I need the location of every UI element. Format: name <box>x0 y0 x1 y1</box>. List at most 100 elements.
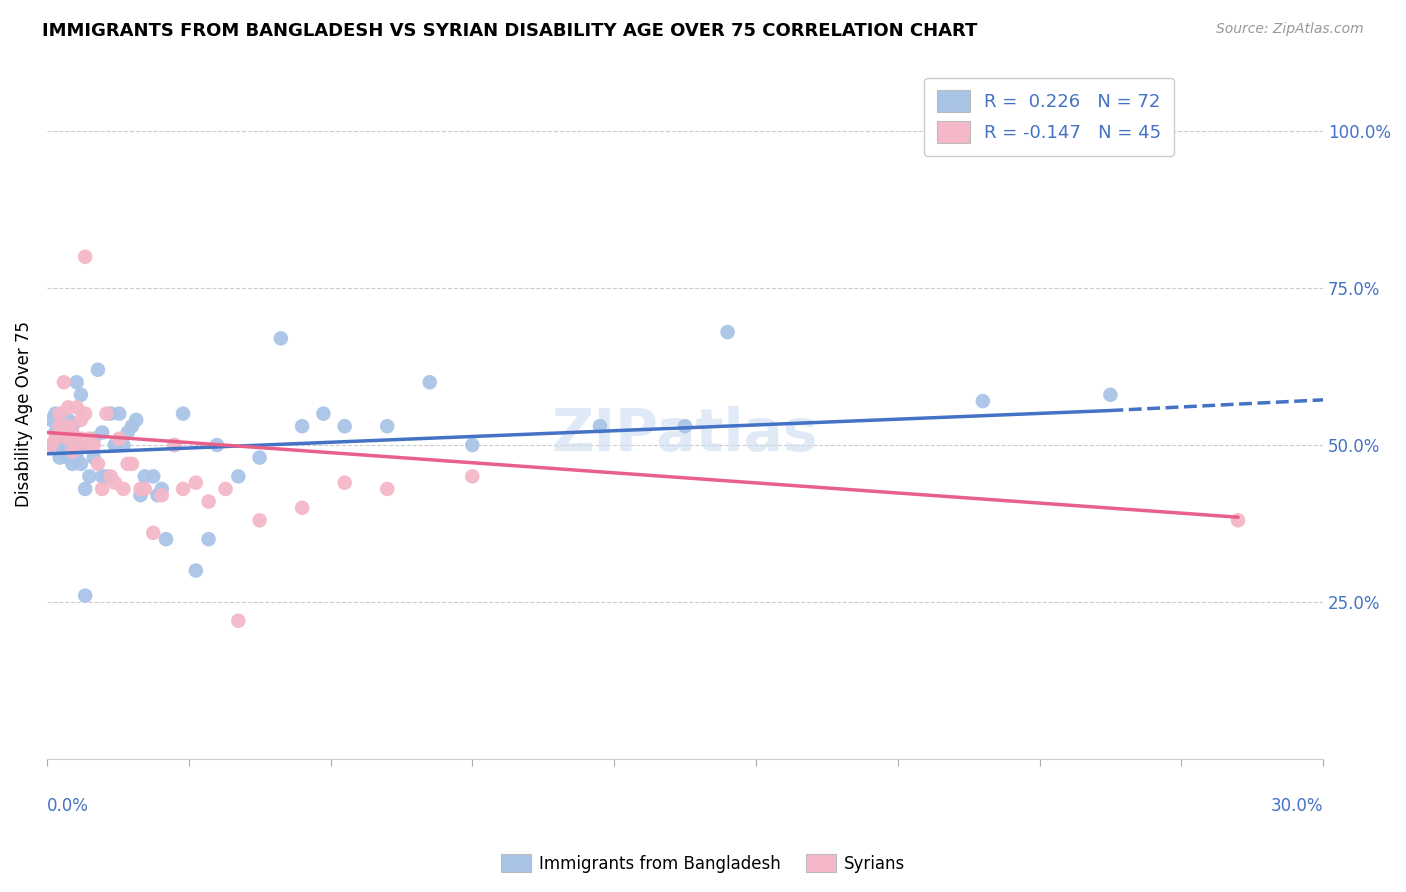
Point <box>75 250 97 264</box>
Point <box>56 438 79 452</box>
Point <box>146 488 169 502</box>
Text: IMMIGRANTS FROM BANGLADESH VS SYRIAN DISABILITY AGE OVER 75 CORRELATION CHART: IMMIGRANTS FROM BANGLADESH VS SYRIAN DIS… <box>42 22 977 40</box>
Point <box>197 494 219 508</box>
Point <box>104 475 127 490</box>
Point <box>66 450 89 465</box>
Point <box>117 457 139 471</box>
Point <box>52 376 75 390</box>
Point <box>375 419 398 434</box>
Point <box>104 438 127 452</box>
Point <box>62 444 84 458</box>
Point <box>108 432 131 446</box>
Point <box>75 589 97 603</box>
Point <box>91 425 114 440</box>
Point <box>48 450 70 465</box>
Point <box>48 432 70 446</box>
Point <box>270 331 292 345</box>
Point <box>121 419 143 434</box>
Point <box>66 376 89 390</box>
Point <box>39 413 62 427</box>
Point <box>129 482 152 496</box>
Point <box>228 614 250 628</box>
Point <box>79 469 101 483</box>
Point <box>291 500 314 515</box>
Point <box>91 469 114 483</box>
Point <box>70 438 93 452</box>
Point <box>62 432 84 446</box>
Point <box>70 413 93 427</box>
Point <box>163 438 186 452</box>
Point <box>79 438 101 452</box>
Point <box>44 425 66 440</box>
Point <box>48 419 70 434</box>
Point <box>249 513 271 527</box>
Point <box>62 419 84 434</box>
Point <box>125 413 148 427</box>
Point <box>79 438 101 452</box>
Point <box>79 432 101 446</box>
Point <box>62 444 84 458</box>
Legend: R =  0.226   N = 72, R = -0.147   N = 45: R = 0.226 N = 72, R = -0.147 N = 45 <box>924 78 1174 156</box>
Point <box>56 413 79 427</box>
Point <box>70 388 93 402</box>
Point <box>44 407 66 421</box>
Point <box>228 469 250 483</box>
Point <box>673 419 696 434</box>
Point <box>66 401 89 415</box>
Point <box>419 376 441 390</box>
Point <box>184 475 207 490</box>
Point <box>333 475 356 490</box>
Point <box>83 450 105 465</box>
Point <box>48 419 70 434</box>
Point <box>197 532 219 546</box>
Point <box>96 407 118 421</box>
Point <box>56 450 79 465</box>
Point <box>716 325 738 339</box>
Point <box>589 419 612 434</box>
Point <box>87 457 110 471</box>
Point <box>100 407 122 421</box>
Point <box>39 438 62 452</box>
Point <box>142 525 165 540</box>
Point <box>1227 513 1250 527</box>
Text: 30.0%: 30.0% <box>1271 797 1323 814</box>
Point <box>70 457 93 471</box>
Point <box>87 362 110 376</box>
Point <box>62 457 84 471</box>
Point <box>52 425 75 440</box>
Point <box>39 438 62 452</box>
Point <box>972 394 994 409</box>
Point <box>172 482 194 496</box>
Point <box>205 438 228 452</box>
Y-axis label: Disability Age Over 75: Disability Age Over 75 <box>15 320 32 507</box>
Point <box>52 432 75 446</box>
Point <box>70 432 93 446</box>
Point <box>96 469 118 483</box>
Point <box>1099 388 1122 402</box>
Point <box>52 425 75 440</box>
Point <box>83 432 105 446</box>
Point <box>83 438 105 452</box>
Point <box>333 419 356 434</box>
Point <box>62 438 84 452</box>
Point <box>150 482 173 496</box>
Point <box>48 407 70 421</box>
Point <box>155 532 177 546</box>
Point <box>121 457 143 471</box>
Text: Source: ZipAtlas.com: Source: ZipAtlas.com <box>1216 22 1364 37</box>
Point <box>56 432 79 446</box>
Point <box>100 469 122 483</box>
Point <box>112 482 135 496</box>
Point <box>56 425 79 440</box>
Point <box>66 438 89 452</box>
Point <box>461 438 484 452</box>
Point <box>56 401 79 415</box>
Point <box>75 482 97 496</box>
Point <box>134 469 156 483</box>
Text: 0.0%: 0.0% <box>46 797 89 814</box>
Point <box>62 425 84 440</box>
Point <box>66 432 89 446</box>
Point <box>52 444 75 458</box>
Text: ZIPatlas: ZIPatlas <box>551 406 818 463</box>
Point <box>66 438 89 452</box>
